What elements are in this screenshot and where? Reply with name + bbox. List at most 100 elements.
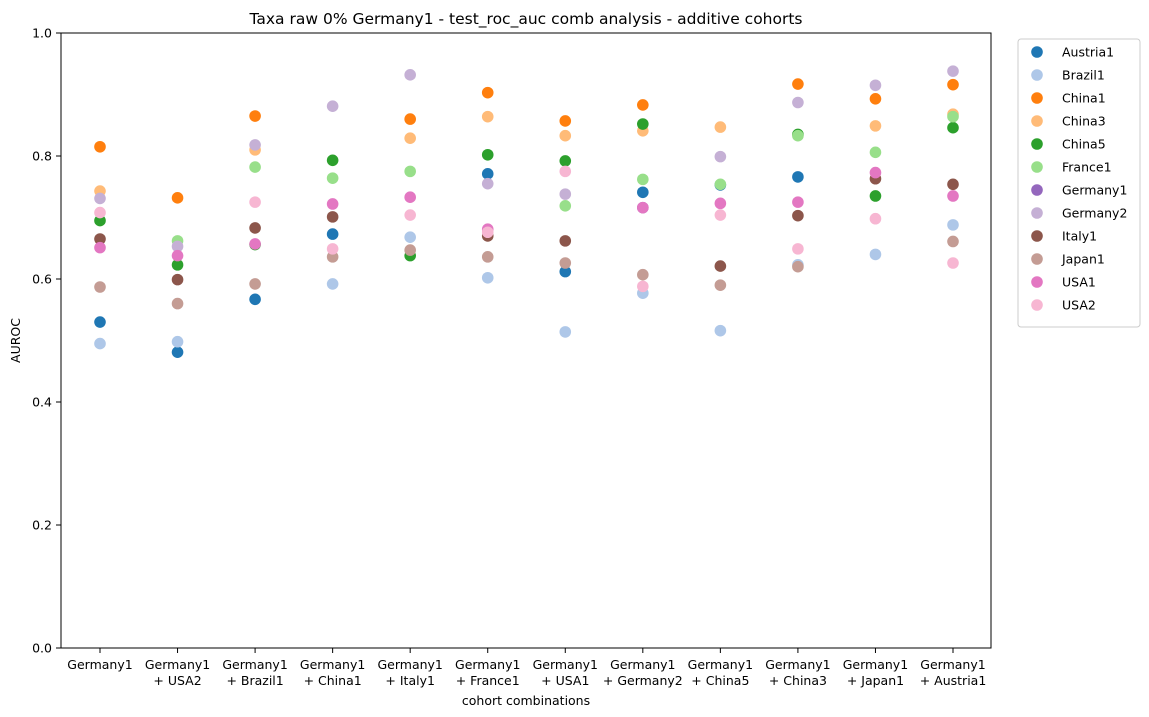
data-point-france1 bbox=[792, 129, 804, 142]
data-point-usa2 bbox=[481, 226, 494, 239]
data-point-usa2 bbox=[714, 209, 727, 221]
data-point-china3 bbox=[481, 110, 494, 123]
data-point-china5 bbox=[94, 214, 106, 227]
data-point-germany2 bbox=[559, 188, 572, 200]
x-tick-label: + USA2 bbox=[153, 673, 201, 688]
legend-label: Brazil1 bbox=[1062, 68, 1105, 83]
x-tick-label: + USA1 bbox=[541, 673, 589, 688]
x-tick-label: Germany1 bbox=[765, 657, 830, 672]
data-point-china1 bbox=[792, 78, 804, 90]
x-tick-label: Germany1 bbox=[533, 657, 598, 672]
data-point-usa1 bbox=[714, 197, 727, 210]
x-tick-label: Germany1 bbox=[145, 657, 210, 672]
data-point-china1 bbox=[947, 78, 959, 91]
data-point-brazil1 bbox=[171, 335, 184, 348]
data-point-germany2 bbox=[792, 96, 804, 109]
legend-marker bbox=[1031, 230, 1043, 242]
x-axis-label: cohort combinations bbox=[462, 693, 590, 708]
data-point-brazil1 bbox=[404, 231, 416, 243]
x-tick-label: Germany1 bbox=[455, 657, 520, 672]
x-tick-label: Germany1 bbox=[67, 657, 132, 672]
x-tick-label: + Brazil1 bbox=[226, 673, 283, 688]
data-point-italy1 bbox=[94, 233, 106, 245]
data-point-china1 bbox=[94, 140, 106, 153]
data-point-usa2 bbox=[249, 196, 261, 208]
data-point-usa1 bbox=[171, 249, 184, 262]
data-point-usa1 bbox=[792, 196, 804, 208]
data-point-germany2 bbox=[326, 100, 339, 112]
x-tick-label: Germany1 bbox=[920, 657, 985, 672]
legend-marker bbox=[1031, 184, 1043, 196]
x-tick-label: Germany1 bbox=[377, 657, 442, 672]
data-point-brazil1 bbox=[947, 219, 959, 231]
data-point-usa1 bbox=[947, 190, 959, 202]
data-point-japan1 bbox=[947, 235, 959, 248]
data-point-usa2 bbox=[559, 165, 572, 178]
legend-marker bbox=[1031, 207, 1043, 219]
y-tick-label: 0.6 bbox=[32, 272, 52, 287]
y-axis-label: AUROC bbox=[8, 318, 23, 363]
data-point-italy1 bbox=[249, 222, 261, 234]
data-point-japan1 bbox=[249, 278, 261, 290]
x-tick-label: + China5 bbox=[691, 673, 749, 688]
data-point-italy1 bbox=[559, 235, 572, 247]
data-point-usa1 bbox=[637, 201, 649, 214]
data-point-austria1 bbox=[94, 316, 106, 328]
data-point-austria1 bbox=[171, 346, 184, 358]
data-point-usa1 bbox=[869, 166, 882, 179]
x-tick-label: + China1 bbox=[304, 673, 362, 688]
x-tick-label: + France1 bbox=[456, 673, 520, 688]
data-point-france1 bbox=[249, 161, 261, 173]
data-point-china5 bbox=[481, 148, 494, 161]
legend-label: Japan1 bbox=[1061, 252, 1105, 267]
legend-label: China1 bbox=[1062, 91, 1106, 106]
data-point-italy1 bbox=[714, 260, 727, 272]
data-point-germany2 bbox=[481, 177, 494, 190]
x-tick-label: + Japan1 bbox=[847, 673, 904, 688]
data-point-usa2 bbox=[947, 257, 959, 269]
data-point-france1 bbox=[637, 173, 649, 186]
data-point-japan1 bbox=[404, 244, 416, 256]
data-points-layer bbox=[94, 65, 959, 358]
data-point-germany2 bbox=[94, 192, 106, 205]
legend-label: China5 bbox=[1062, 137, 1106, 152]
legend-label: Germany1 bbox=[1062, 183, 1127, 198]
data-point-germany2 bbox=[171, 240, 184, 253]
data-point-italy1 bbox=[326, 211, 339, 223]
legend-marker bbox=[1031, 138, 1043, 150]
data-point-china5 bbox=[326, 154, 339, 167]
legend-marker bbox=[1031, 276, 1043, 288]
legend-label: Italy1 bbox=[1062, 229, 1097, 244]
data-point-japan1 bbox=[326, 251, 339, 263]
data-point-china5 bbox=[637, 118, 649, 130]
data-point-usa2 bbox=[637, 280, 649, 293]
data-point-japan1 bbox=[94, 281, 106, 293]
y-tick-label: 0.0 bbox=[32, 641, 52, 656]
data-point-usa2 bbox=[869, 212, 882, 225]
x-tick-label: Germany1 bbox=[688, 657, 753, 672]
data-point-austria1 bbox=[249, 293, 261, 306]
data-point-usa2 bbox=[792, 243, 804, 255]
data-point-austria1 bbox=[326, 228, 339, 240]
y-tick-label: 1.0 bbox=[32, 26, 52, 41]
data-point-usa2 bbox=[326, 243, 339, 255]
x-tick-label: + Austria1 bbox=[920, 673, 987, 688]
legend-marker bbox=[1031, 161, 1043, 173]
data-point-japan1 bbox=[637, 268, 649, 281]
data-point-italy1 bbox=[171, 273, 184, 286]
plot-area-frame bbox=[60, 32, 992, 649]
chart-title: Taxa raw 0% Germany1 - test_roc_auc comb… bbox=[248, 10, 802, 29]
data-point-japan1 bbox=[559, 257, 572, 269]
data-point-brazil1 bbox=[559, 326, 572, 338]
data-point-japan1 bbox=[481, 251, 494, 263]
legend-marker bbox=[1031, 69, 1043, 81]
data-point-china5 bbox=[869, 190, 882, 202]
x-tick-label: Germany1 bbox=[222, 657, 287, 672]
data-point-usa2 bbox=[94, 206, 106, 219]
x-tick-label: + China3 bbox=[769, 673, 827, 688]
data-point-china1 bbox=[869, 93, 882, 105]
data-point-japan1 bbox=[714, 279, 727, 291]
data-point-china1 bbox=[249, 110, 261, 122]
